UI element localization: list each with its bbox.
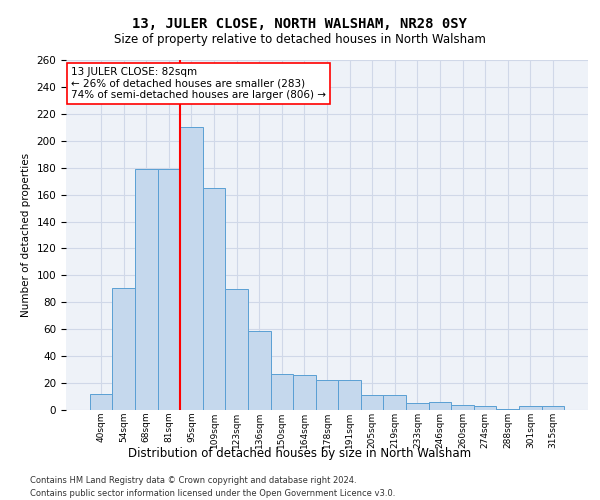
Text: Distribution of detached houses by size in North Walsham: Distribution of detached houses by size … — [128, 448, 472, 460]
Bar — [271, 374, 293, 410]
Bar — [112, 288, 135, 410]
Bar — [248, 330, 271, 410]
Bar — [542, 406, 564, 410]
Bar — [90, 394, 112, 410]
Bar — [428, 402, 451, 410]
Bar — [451, 404, 474, 410]
Bar — [361, 395, 383, 410]
Text: Size of property relative to detached houses in North Walsham: Size of property relative to detached ho… — [114, 32, 486, 46]
Text: Contains HM Land Registry data © Crown copyright and database right 2024.
Contai: Contains HM Land Registry data © Crown c… — [30, 476, 395, 498]
Bar — [383, 395, 406, 410]
Bar — [316, 380, 338, 410]
Bar — [496, 408, 519, 410]
Bar — [474, 406, 496, 410]
Bar — [158, 169, 180, 410]
Text: 13, JULER CLOSE, NORTH WALSHAM, NR28 0SY: 13, JULER CLOSE, NORTH WALSHAM, NR28 0SY — [133, 18, 467, 32]
Bar — [293, 375, 316, 410]
Bar — [226, 289, 248, 410]
Y-axis label: Number of detached properties: Number of detached properties — [21, 153, 31, 317]
Bar — [135, 169, 158, 410]
Bar — [180, 128, 203, 410]
Bar — [203, 188, 226, 410]
Bar — [406, 404, 428, 410]
Text: 13 JULER CLOSE: 82sqm
← 26% of detached houses are smaller (283)
74% of semi-det: 13 JULER CLOSE: 82sqm ← 26% of detached … — [71, 67, 326, 100]
Bar — [338, 380, 361, 410]
Bar — [519, 406, 542, 410]
